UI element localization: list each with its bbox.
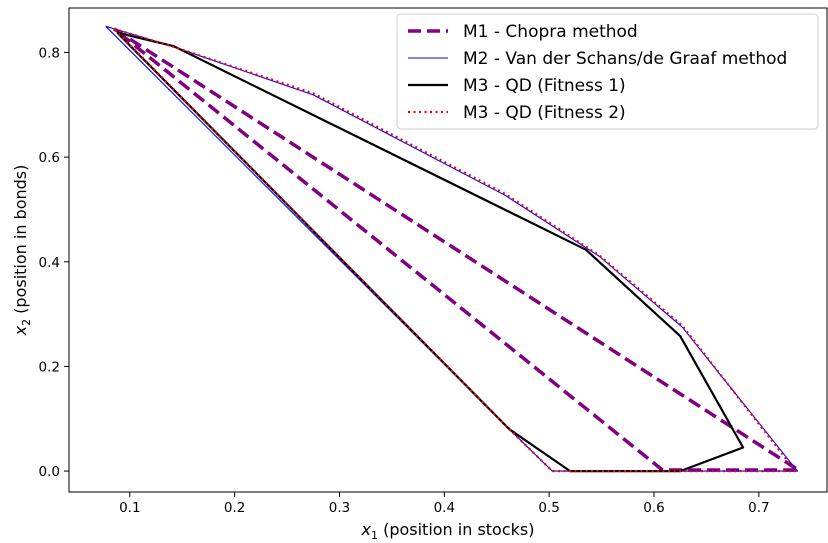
x-tick-label: 0.7 <box>748 500 769 516</box>
legend: M1 - Chopra method M2 - Van der Schans/d… <box>396 13 819 130</box>
legend-label-qd-fitness-1: M3 - QD (Fitness 1) <box>463 76 626 96</box>
x-tick-label: 0.2 <box>224 500 245 516</box>
legend-label-chopra: M1 - Chopra method <box>463 22 638 42</box>
x-tick-label: 0.4 <box>434 500 455 516</box>
series-layer <box>105 25 801 473</box>
series-qd-fitness-1 <box>116 31 745 473</box>
x-tick-label: 0.3 <box>329 500 350 516</box>
plot-frame <box>68 7 828 493</box>
y-tick-label: 0.4 <box>39 255 60 271</box>
legend-label-van-der-schans: M2 - Van der Schans/de Graaf method <box>463 49 787 69</box>
y-tick-label: 0.6 <box>39 150 60 166</box>
x-tick-label: 0.5 <box>538 500 559 516</box>
x-axis-label: x1 (position in stocks) <box>361 520 535 542</box>
y-tick-label: 0.8 <box>39 45 60 61</box>
y-axis-label: x2 (position in bonds) <box>11 165 33 337</box>
series-chopra <box>113 27 801 472</box>
legend-box <box>396 13 819 130</box>
y-tick-label: 0.2 <box>39 359 60 375</box>
x-tick-label: 0.1 <box>119 500 140 516</box>
ticks-layer: 0.1 0.2 0.3 0.4 0.5 0.6 0.7 0.0 0.2 0.4 0.6 0.8 <box>39 45 770 516</box>
x-tick-label: 0.6 <box>643 500 664 516</box>
y-tick-label: 0.0 <box>39 464 60 480</box>
legend-label-qd-fitness-2: M3 - QD (Fitness 2) <box>463 103 626 123</box>
